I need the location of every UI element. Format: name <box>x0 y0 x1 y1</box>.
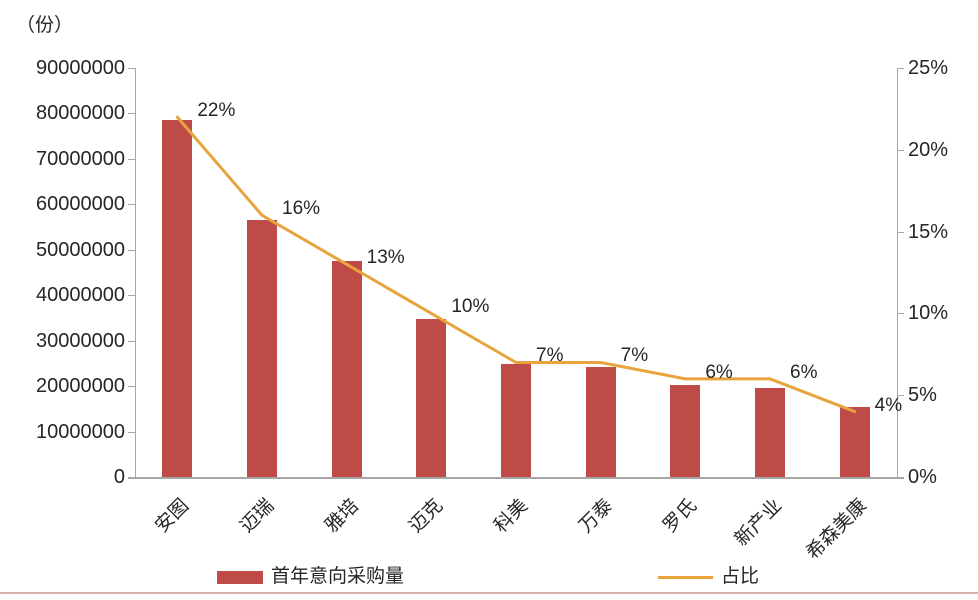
bar-迈克 <box>416 318 447 477</box>
left-axis-tick <box>128 431 135 433</box>
left-axis-tick-label: 60000000 <box>36 193 125 216</box>
bottom-border-line <box>0 592 978 594</box>
legend-bar-swatch <box>217 570 263 584</box>
line-data-label: 22% <box>197 100 236 122</box>
x-axis-category-label: 万泰 <box>575 495 617 538</box>
line-data-label: 16% <box>282 198 321 220</box>
legend-bar-item: 首年意向采购量 <box>217 566 404 588</box>
x-axis-category-label: 迈瑞 <box>236 495 279 538</box>
x-axis-category-label: 新产业 <box>730 495 787 551</box>
bar-希森美康 <box>839 406 870 477</box>
bar-新产业 <box>755 387 785 477</box>
left-axis-tick-label: 10000000 <box>36 420 125 443</box>
x-axis-category-label: 迈克 <box>405 495 448 538</box>
line-data-label: 6% <box>705 361 733 383</box>
legend-line-item: 占比 <box>658 566 759 588</box>
left-axis-tick <box>128 204 135 206</box>
x-axis-line <box>128 477 904 479</box>
left-axis-tick-label: 0 <box>113 466 125 488</box>
left-axis-tick <box>128 477 135 478</box>
left-axis-tick <box>128 340 135 342</box>
left-axis-tick-label: 20000000 <box>36 375 125 398</box>
right-axis-tick <box>897 149 904 151</box>
line-data-label: 13% <box>366 247 405 269</box>
right-axis-tick-label: 5% <box>908 384 937 407</box>
x-axis-category-label: 希森美康 <box>802 495 871 564</box>
left-axis-tick-label: 30000000 <box>36 329 125 352</box>
left-axis-tick <box>128 68 135 69</box>
left-axis-tick <box>128 158 135 160</box>
left-axis-tick-label: 80000000 <box>36 102 125 125</box>
left-axis-tick-label: 70000000 <box>36 147 125 170</box>
right-axis-tick-label: 15% <box>908 220 949 243</box>
line-series <box>175 115 857 414</box>
legend-line-swatch <box>658 575 713 579</box>
x-axis-category-label: 雅培 <box>321 495 363 538</box>
right-axis-tick <box>897 231 904 233</box>
bar-科美 <box>501 363 531 477</box>
right-axis-line <box>897 68 898 478</box>
legend-line-label: 占比 <box>721 566 760 587</box>
legend-bar-label: 首年意向采购量 <box>271 566 405 587</box>
line-data-label: 7% <box>620 345 649 367</box>
right-axis-tick <box>897 68 904 69</box>
left-axis-tick <box>128 386 135 388</box>
right-axis-tick-label: 20% <box>908 138 949 161</box>
right-axis-tick <box>897 395 904 397</box>
line-series-svg <box>175 115 857 414</box>
right-axis-tick-label: 0% <box>908 466 937 488</box>
left-axis-tick <box>128 295 135 297</box>
x-axis-category-label: 科美 <box>490 495 533 538</box>
right-axis-tick-label: 10% <box>908 302 949 325</box>
bar-迈瑞 <box>247 220 277 477</box>
left-axis-tick <box>128 249 135 251</box>
left-axis-line <box>135 68 136 478</box>
right-axis-tick-label: 25% <box>908 57 949 79</box>
y-axis-unit-label: （份） <box>16 15 74 36</box>
bar-万泰 <box>585 366 616 477</box>
left-axis-tick-label: 50000000 <box>36 238 125 261</box>
x-axis-category-label: 罗氏 <box>659 495 702 538</box>
right-axis-tick <box>897 313 904 315</box>
left-axis-tick-label: 40000000 <box>36 284 125 307</box>
left-axis-tick-label: 90000000 <box>36 57 125 79</box>
line-data-label: 6% <box>790 361 818 383</box>
left-axis-tick <box>128 113 135 115</box>
bar-雅培 <box>331 261 362 477</box>
bar-罗氏 <box>670 385 701 477</box>
line-data-label: 7% <box>536 345 564 367</box>
bar-安图 <box>162 120 193 477</box>
right-axis-tick <box>897 477 904 478</box>
line-data-label: 10% <box>451 296 490 318</box>
line-data-label: 4% <box>874 394 903 416</box>
x-axis-category-label: 安图 <box>151 495 194 538</box>
